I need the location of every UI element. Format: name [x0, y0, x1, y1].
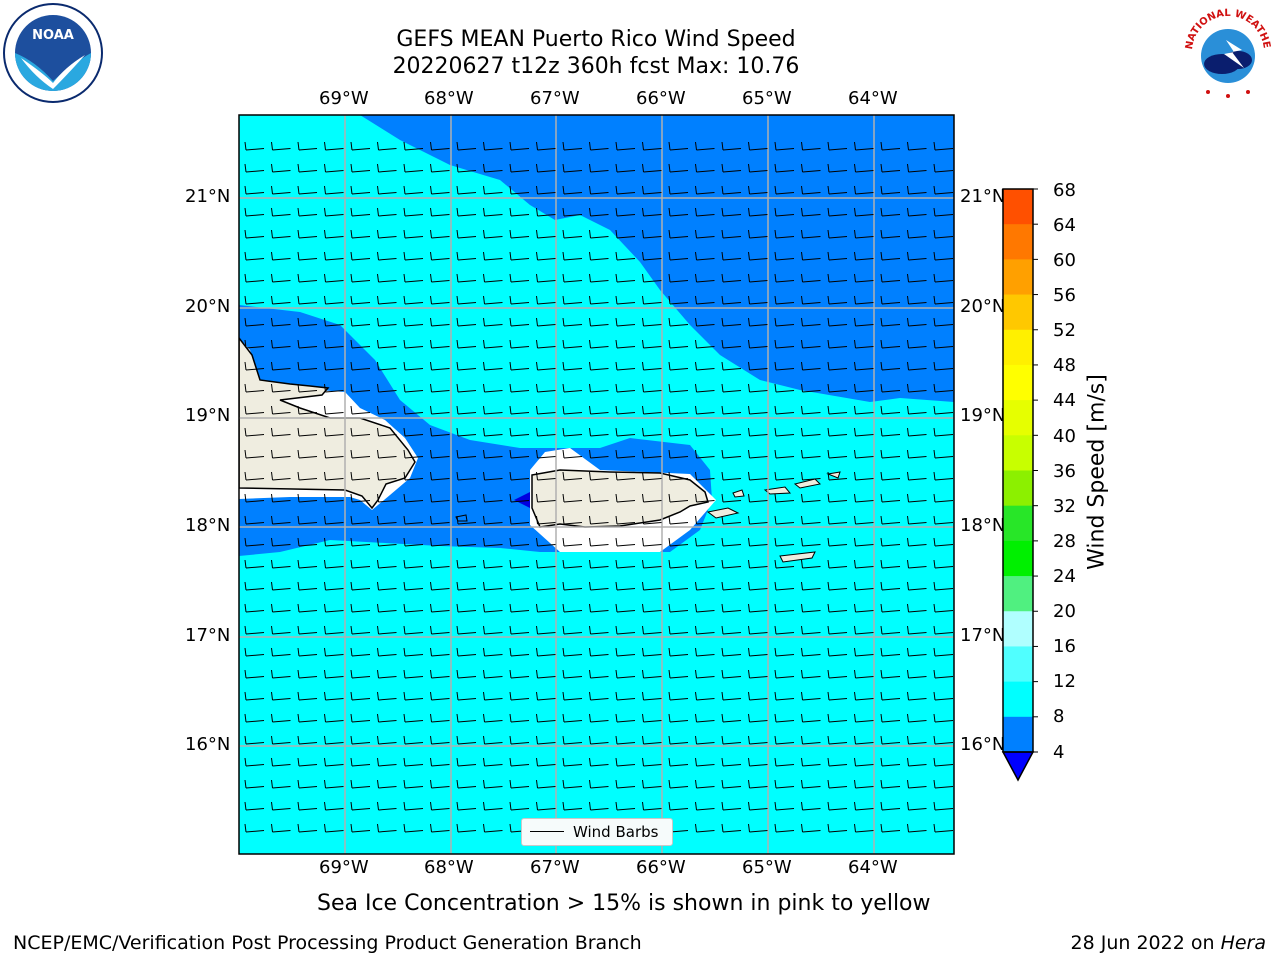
noaa-logo: NOAA	[3, 3, 103, 103]
colorbar-segment	[1003, 646, 1033, 683]
map-subtitle: 20220627 t12z 360h fcst Max: 10.76	[392, 54, 800, 79]
map-title: GEFS MEAN Puerto Rico Wind Speed	[396, 27, 796, 52]
colorbar-segment	[1003, 611, 1033, 647]
colorbar-tick: 56	[1053, 285, 1076, 306]
lat-label-left: 21°N	[185, 186, 231, 207]
st-croix-island	[779, 551, 816, 563]
wind-barbs-legend: Wind Barbs	[521, 818, 673, 846]
colorbar-tick: 24	[1053, 566, 1076, 587]
lon-label-top: 68°W	[424, 88, 474, 109]
colorbar-segment	[1003, 540, 1033, 577]
lon-label-bottom: 65°W	[742, 857, 792, 878]
lon-label-top: 69°W	[319, 88, 369, 109]
puerto-rico-land	[531, 469, 709, 528]
lon-label-top: 65°W	[742, 88, 792, 109]
colorbar-tick: 64	[1053, 215, 1076, 236]
lon-label-bottom: 67°W	[530, 857, 580, 878]
sea-ice-note: Sea Ice Concentration > 15% is shown in …	[317, 891, 931, 916]
colorbar	[1001, 188, 1038, 782]
colorbar-segment	[1003, 224, 1033, 260]
lon-label-bottom: 64°W	[848, 857, 898, 878]
tortola-island	[793, 478, 822, 489]
run-date: 28 Jun 2022 on Hera	[1071, 932, 1266, 954]
noaa-logo-text: NOAA	[32, 28, 74, 43]
colorbar-segment	[1003, 681, 1033, 718]
legend-label: Wind Barbs	[573, 823, 659, 841]
map-frame	[238, 114, 955, 855]
run-date-prefix: 28 Jun 2022 on	[1070, 932, 1221, 954]
colorbar-segment	[1003, 505, 1033, 542]
vieques-island	[706, 507, 740, 519]
colorbar-tick: 48	[1053, 355, 1076, 376]
nws-logo: NATIONAL WEATHER SERVICE	[1178, 2, 1276, 100]
colorbar-label: Wind Speed [m/s]	[1084, 374, 1110, 570]
colorbar-segment	[1003, 329, 1033, 366]
lat-label-right: 17°N	[960, 625, 1006, 646]
colorbar-tick: 8	[1053, 706, 1065, 727]
colorbar-tick: 44	[1053, 390, 1076, 411]
lat-label-left: 16°N	[185, 734, 231, 755]
lon-label-bottom: 66°W	[636, 857, 686, 878]
virgin-gorda-island	[826, 471, 841, 479]
colorbar-tick: 52	[1053, 320, 1076, 341]
colorbar-segment	[1003, 576, 1033, 612]
lon-label-bottom: 69°W	[319, 857, 369, 878]
colorbar-tick: 28	[1053, 531, 1076, 552]
colorbar-segment	[1003, 364, 1033, 401]
colorbar-tick: 4	[1053, 742, 1065, 763]
lat-label-right: 19°N	[960, 405, 1006, 426]
lat-label-left: 19°N	[185, 405, 231, 426]
lon-label-bottom: 68°W	[424, 857, 474, 878]
lat-label-right: 20°N	[960, 296, 1006, 317]
lat-label-left: 18°N	[185, 515, 231, 536]
lat-label-right: 21°N	[960, 186, 1006, 207]
colorbar-segment	[1003, 470, 1033, 507]
lon-label-top: 64°W	[848, 88, 898, 109]
colorbar-tick: 32	[1053, 496, 1076, 517]
colorbar-tick: 20	[1053, 601, 1076, 622]
colorbar-tick: 16	[1053, 636, 1076, 657]
culebra-island	[732, 489, 745, 498]
colorbar-tick: 12	[1053, 671, 1076, 692]
colorbar-tick: 36	[1053, 461, 1076, 482]
lon-label-top: 67°W	[530, 88, 580, 109]
run-host: Hera	[1220, 932, 1266, 954]
colorbar-tick: 68	[1053, 180, 1076, 201]
lon-label-top: 66°W	[636, 88, 686, 109]
map-gridlines	[239, 115, 954, 854]
colorbar-segment	[1003, 189, 1033, 225]
lat-label-right: 18°N	[960, 515, 1006, 536]
colorbar-segment	[1003, 400, 1033, 436]
lat-label-right: 16°N	[960, 734, 1006, 755]
colorbar-tick: 40	[1053, 426, 1076, 447]
lat-label-left: 17°N	[185, 625, 231, 646]
colorbar-segment	[1003, 294, 1033, 331]
colorbar-tick: 60	[1053, 250, 1076, 271]
legend-line-icon	[530, 831, 564, 832]
colorbar-segment	[1003, 435, 1033, 471]
hispaniola-land	[239, 336, 416, 510]
colorbar-segment	[1003, 259, 1033, 296]
branch-credit: NCEP/EMC/Verification Post Processing Pr…	[13, 932, 642, 954]
colorbar-segment	[1003, 716, 1033, 753]
lat-label-left: 20°N	[185, 296, 231, 317]
